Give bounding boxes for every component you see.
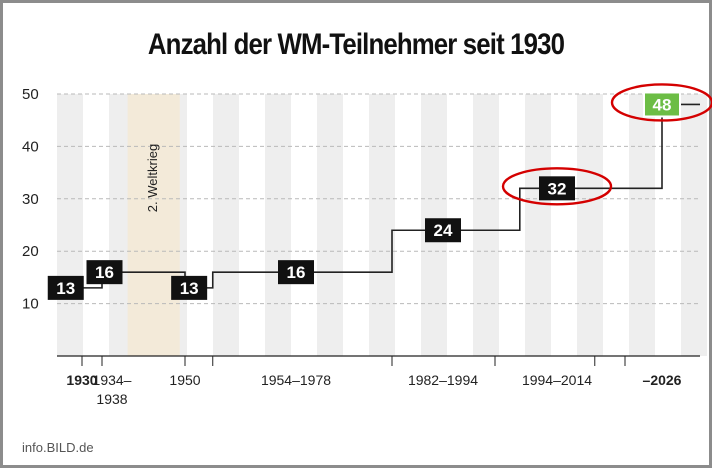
value-label: 13 — [56, 279, 75, 298]
value-label: 32 — [548, 179, 567, 198]
value-box — [86, 260, 123, 285]
value-label: 48 — [653, 95, 672, 114]
x-tick-label: 1954–1978 — [261, 372, 331, 388]
value-box — [425, 218, 461, 243]
background-stripe — [57, 94, 83, 356]
y-tick-label: 20 — [22, 243, 39, 260]
background-stripe — [265, 94, 291, 356]
value-label: 16 — [287, 263, 306, 282]
value-box — [539, 176, 575, 201]
background-stripe — [317, 94, 343, 356]
x-tick-label: 1930 — [66, 372, 97, 388]
background-stripe — [369, 94, 395, 356]
war-period-band — [127, 94, 180, 356]
x-tick-label: 1982–1994 — [408, 372, 478, 388]
source-footer: info.BILD.de — [22, 440, 94, 455]
value-box — [643, 91, 681, 118]
x-tick-label: 1994–2014 — [522, 372, 592, 388]
y-tick-label: 50 — [22, 86, 39, 103]
x-tick-label: 1934– 1938 — [93, 372, 132, 407]
y-tick-label: 40 — [22, 138, 39, 155]
x-tick-label: 1950 — [169, 372, 200, 388]
value-box — [47, 275, 84, 300]
background-stripe — [681, 94, 707, 356]
war-annotation-label: 2. Weltkrieg — [145, 144, 160, 212]
y-tick-label: 10 — [22, 296, 39, 313]
value-label: 16 — [95, 263, 114, 282]
background-stripe — [525, 94, 551, 356]
value-label: 24 — [434, 221, 453, 240]
value-label: 13 — [180, 279, 199, 298]
background-stripe — [473, 94, 499, 356]
highlight-circle — [610, 83, 712, 122]
value-box — [278, 260, 314, 285]
background-stripe — [577, 94, 603, 356]
background-stripe — [213, 94, 239, 356]
highlight-circle — [501, 167, 613, 206]
background-stripe — [629, 94, 655, 356]
chart-title: Anzahl der WM-Teilnehmer seit 1930 — [147, 28, 565, 61]
value-box — [171, 275, 208, 300]
y-tick-label: 30 — [22, 191, 39, 208]
x-tick-label: –2026 — [643, 372, 682, 388]
